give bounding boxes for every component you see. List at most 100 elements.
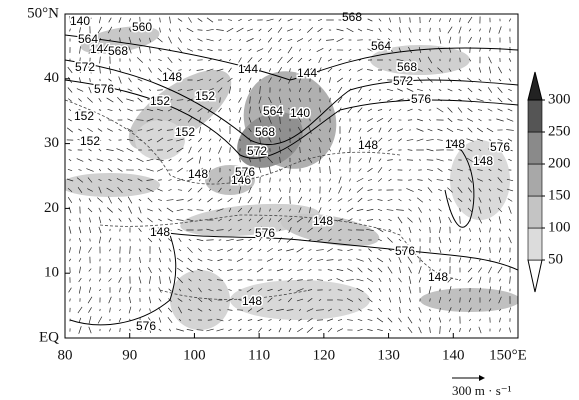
wind-vector [469, 68, 471, 72]
wind-vector [227, 197, 233, 203]
wind-vector [439, 268, 441, 272]
wind-vector [138, 276, 142, 284]
wind-vector [216, 208, 224, 212]
contour-label: 152 [175, 125, 195, 139]
wind-vector [79, 37, 81, 43]
wind-vector [306, 308, 314, 312]
wind-vector [87, 177, 93, 183]
wind-vector [367, 287, 373, 293]
wind-vector [508, 206, 512, 214]
wind-vector [106, 149, 114, 151]
y-tick-label: EQ [39, 329, 59, 345]
wind-vector [426, 148, 434, 152]
wind-vector [127, 88, 133, 92]
wind-vector [387, 117, 393, 123]
wind-vector [166, 199, 174, 201]
wind-vector [77, 139, 83, 141]
contour-label: 152 [195, 89, 215, 103]
wind-vector [388, 69, 392, 71]
wind-vector [218, 187, 222, 193]
wind-vector [457, 198, 463, 202]
wind-vector [356, 177, 364, 183]
wind-vector [267, 247, 273, 253]
wind-vector [329, 97, 331, 103]
wind-vector [268, 107, 272, 113]
wind-vector [197, 258, 203, 262]
wind-vector [396, 128, 404, 132]
x-tick-label: 90 [122, 347, 137, 363]
wind-vector [368, 157, 372, 163]
wind-vector [378, 287, 382, 293]
wind-vector [429, 317, 431, 323]
wind-vector [78, 258, 82, 262]
wind-vector [248, 166, 252, 174]
wind-vector [358, 298, 362, 302]
wind-vector [336, 269, 344, 271]
wind-vector [229, 98, 231, 102]
wind-vector [238, 166, 242, 174]
wind-vector [278, 78, 282, 82]
wind-vector [338, 68, 342, 72]
contour-label: 564 [78, 32, 98, 46]
wind-vector [328, 238, 332, 242]
wind-vector [237, 269, 243, 271]
wind-vector [317, 18, 323, 22]
wind-vector [348, 138, 352, 142]
wind-vector [268, 218, 272, 222]
wind-vector [267, 47, 273, 53]
wind-vector [237, 218, 243, 222]
contour-label: 568 [108, 44, 128, 58]
wind-vector [117, 168, 123, 172]
wind-vector [298, 67, 302, 73]
wind-vector [158, 199, 162, 201]
wind-vector [429, 208, 431, 212]
wind-vector [226, 238, 234, 242]
wind-vector [308, 249, 312, 251]
wind-vector [148, 67, 152, 73]
wind-vector [407, 119, 413, 121]
wind-vector [68, 108, 72, 112]
wind-vector [477, 216, 483, 224]
wind-vector [267, 156, 273, 164]
wind-vector [448, 248, 452, 252]
wind-vector [498, 159, 502, 161]
wind-vector [358, 158, 362, 162]
wind-vector [258, 238, 262, 242]
wind-vector [408, 266, 412, 274]
wind-vector [358, 308, 362, 312]
wind-vector [128, 77, 132, 83]
wind-vector [376, 257, 384, 263]
wind-vector [396, 58, 404, 62]
wind-vector [87, 296, 93, 304]
wind-vector [337, 198, 343, 202]
contour-label: 576 [136, 319, 156, 333]
wind-vector [278, 299, 282, 301]
wind-vector [289, 208, 291, 212]
wind-vector [438, 296, 442, 304]
wind-vector [378, 99, 382, 101]
wind-vector [459, 216, 461, 224]
wind-vector [398, 238, 402, 242]
wind-vector [98, 109, 102, 111]
wind-vector [478, 149, 482, 151]
wind-vector [259, 136, 261, 144]
wind-vector [126, 138, 134, 142]
wind-vector [307, 298, 313, 302]
wind-vector [267, 27, 273, 33]
wind-vector [387, 148, 393, 152]
wind-vector [336, 28, 344, 32]
wind-vector [407, 326, 413, 334]
wind-vector [219, 157, 221, 163]
wind-vector [318, 299, 322, 301]
wind-vector [399, 38, 401, 42]
wind-vector [98, 168, 102, 172]
colorbar-band [527, 195, 543, 229]
wind-vector [167, 99, 173, 101]
wind-vector [279, 128, 281, 132]
contour-label: 152 [150, 94, 170, 108]
wind-vector [207, 49, 213, 51]
wind-vector [227, 248, 233, 252]
wind-vector [409, 238, 411, 242]
wind-vector [69, 247, 71, 253]
wind-vector [258, 117, 262, 123]
